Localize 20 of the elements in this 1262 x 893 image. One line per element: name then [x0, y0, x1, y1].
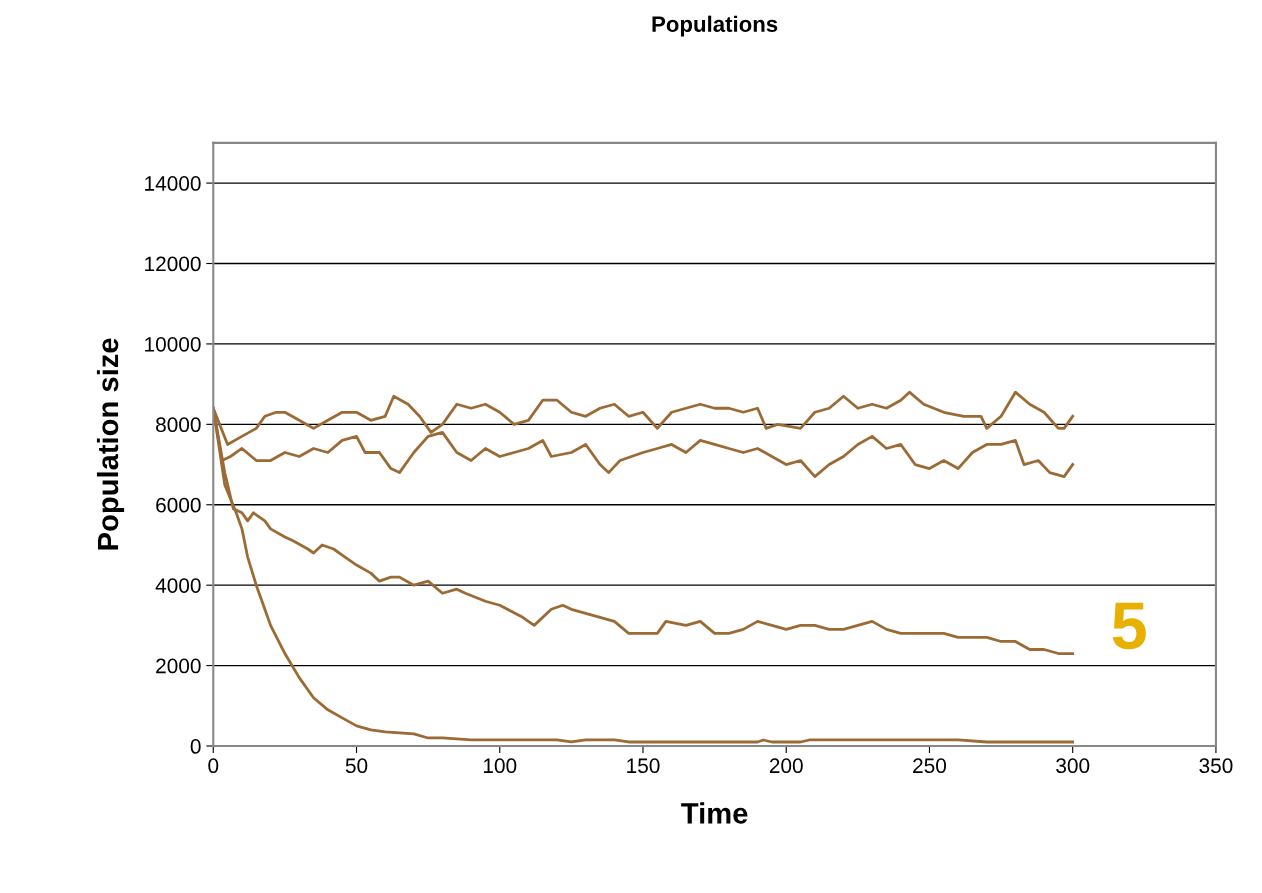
x-tick-label: 100 [483, 758, 517, 774]
y-axis-title: Population size [96, 338, 125, 550]
y-tick-label: 12000 [145, 256, 201, 272]
x-tick-label: 300 [1056, 758, 1090, 774]
x-tick-label: 200 [769, 758, 803, 774]
y-tick-label: 6000 [156, 497, 201, 513]
x-tick-label: 250 [913, 758, 947, 774]
annotation: 5 [1112, 602, 1146, 650]
y-tick-label: 4000 [155, 578, 201, 593]
x-tick-label: 50 [345, 758, 368, 774]
x-tick-label: 150 [627, 758, 660, 774]
x-tick-label: 350 [1199, 758, 1233, 774]
y-tick-label: 8000 [156, 417, 201, 433]
chart-title: Populations [652, 15, 778, 37]
y-tick-label: 10000 [145, 336, 201, 352]
y-tick-label: 0 [190, 739, 201, 754]
x-axis-title: Time [681, 802, 748, 824]
x-tick-label: 0 [208, 758, 219, 774]
y-tick-label: 2000 [156, 658, 201, 674]
y-tick-label: 14000 [145, 176, 201, 191]
